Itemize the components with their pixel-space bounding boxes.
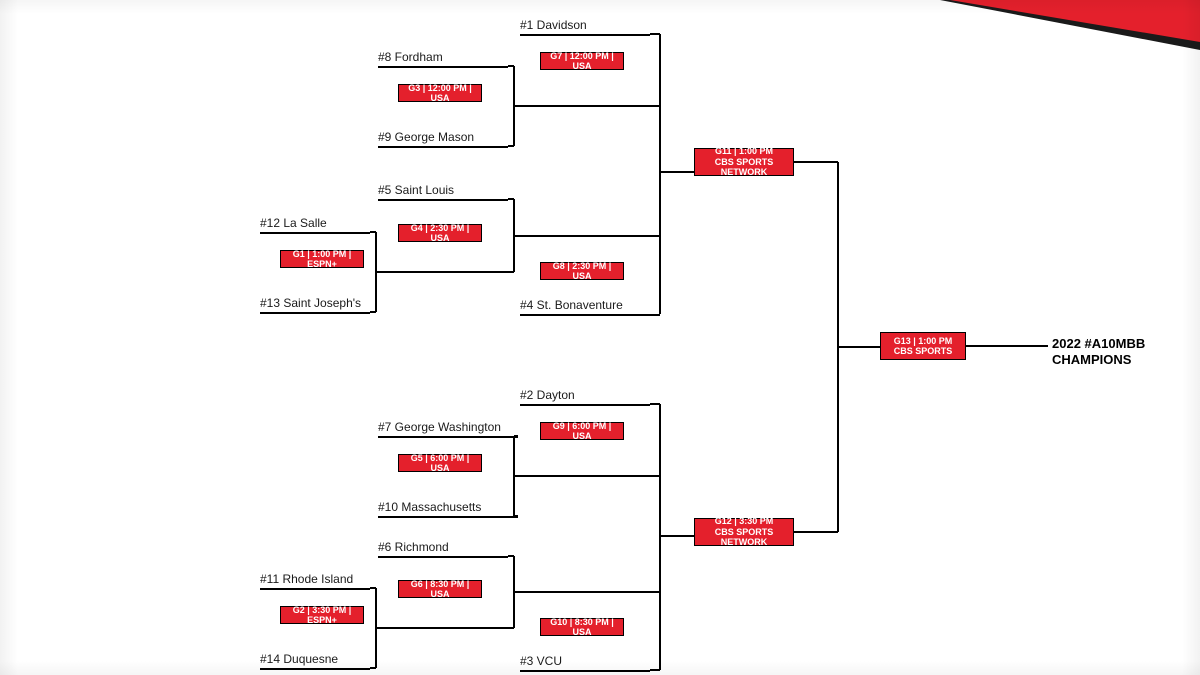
team-t12: #12 La Salle — [260, 216, 370, 234]
game-g13: G13 | 1:00 PM CBS SPORTS — [880, 332, 966, 360]
connector — [659, 70, 661, 275]
team-t6: #6 Richmond — [378, 540, 508, 558]
team-t5: #5 Saint Louis — [378, 183, 508, 201]
team-t10: #10 Massachusetts — [378, 500, 518, 518]
connector — [376, 271, 514, 273]
bracket-root: #1 Davidson #8 Fordham #9 George Mason #5 S… — [0, 0, 1200, 675]
connector — [966, 345, 1008, 347]
game-g4: G4 | 2:30 PM | USA — [398, 224, 482, 242]
game-g6: G6 | 8:30 PM | USA — [398, 580, 482, 598]
team-t3: #3 VCU — [520, 654, 650, 672]
team-t14: #14 Duquesne — [260, 652, 370, 670]
connector — [660, 535, 694, 537]
connector — [514, 235, 660, 237]
champions-label: 2022 #A10MBB CHAMPIONS — [1052, 336, 1192, 367]
connector — [1008, 345, 1048, 347]
team-t8: #8 Fordham — [378, 50, 508, 68]
team-t1: #1 Davidson — [520, 18, 650, 36]
game-g9: G9 | 6:00 PM | USA — [540, 422, 624, 440]
team-t9: #9 George Mason — [378, 130, 508, 148]
team-t7: #7 George Washington — [378, 420, 518, 438]
game-g11: G11 | 1:00 PM CBS SPORTS NETWORK — [694, 148, 794, 176]
connector — [514, 105, 660, 107]
connector — [376, 627, 514, 629]
connector — [794, 161, 838, 163]
game-g8: G8 | 2:30 PM | USA — [540, 262, 624, 280]
connector — [838, 346, 880, 348]
team-t11: #11 Rhode Island — [260, 572, 370, 590]
team-t13: #13 Saint Joseph's — [260, 296, 370, 314]
shadow-left — [0, 0, 18, 675]
team-t4: #4 St. Bonaventure — [520, 298, 660, 316]
game-g2: G2 | 3:30 PM | ESPN+ — [280, 606, 364, 624]
connector — [514, 475, 660, 477]
connector — [514, 591, 660, 593]
game-g12: G12 | 3:30 PM CBS SPORTS NETWORK — [694, 518, 794, 546]
game-g1: G1 | 1:00 PM | ESPN+ — [280, 250, 364, 268]
connector — [794, 531, 838, 533]
game-g3: G3 | 12:00 PM | USA — [398, 84, 482, 102]
connector — [660, 171, 694, 173]
game-g7: G7 | 12:00 PM | USA — [540, 52, 624, 70]
header-corner-red — [950, 0, 1200, 42]
game-g5: G5 | 6:00 PM | USA — [398, 454, 482, 472]
game-g10: G10 | 8:30 PM | USA — [540, 618, 624, 636]
team-t2: #2 Dayton — [520, 388, 650, 406]
